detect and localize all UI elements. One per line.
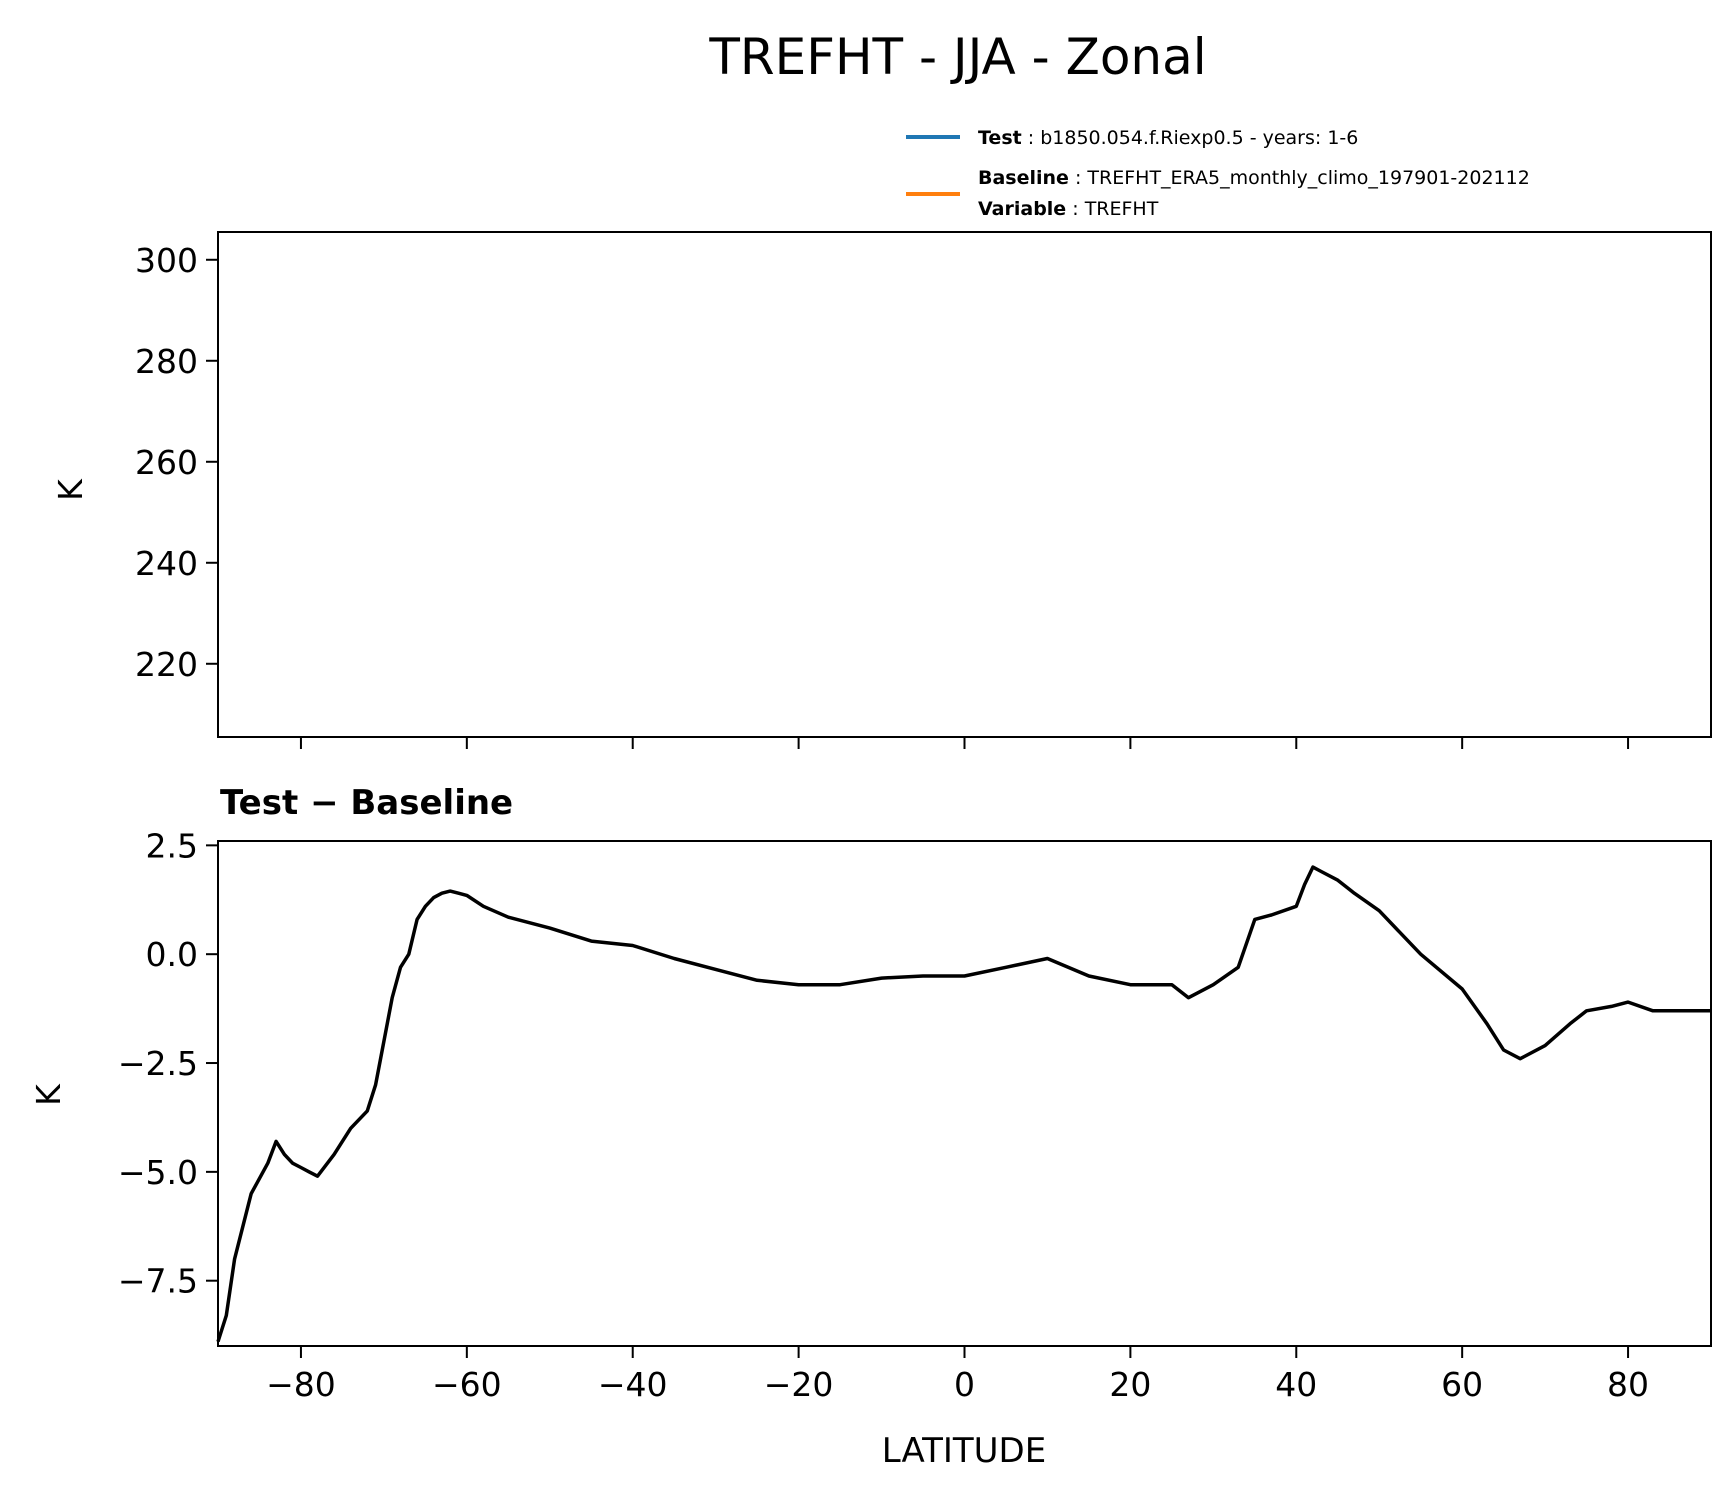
bottom-x-tick-label: −60 [432, 1365, 502, 1404]
bottom-y-tick-label: −5.0 [118, 1153, 198, 1192]
legend-variable-entry: Variable : TREFHT [978, 198, 1159, 220]
bottom-x-tick-label: 20 [1109, 1365, 1151, 1404]
legend-baseline-entry: Baseline : TREFHT_ERA5_monthly_climo_197… [978, 167, 1530, 189]
bottom-y-tick-label: −2.5 [118, 1044, 198, 1083]
legend-baseline-label: Baseline [978, 167, 1069, 189]
top-y-tick-label: 220 [135, 645, 198, 684]
legend-variable-label: Variable [978, 198, 1066, 220]
top-panel: 220 240 260 280 300 K [51, 231, 1712, 749]
bottom-lines [216, 865, 1711, 1343]
legend: Test : b1850.054.f.Riexp0.5 - years: 1-6… [906, 127, 1530, 220]
top-y-tick-label: 240 [135, 544, 198, 583]
legend-variable-value: TREFHT [1084, 198, 1159, 220]
legend-test-value: b1850.054.f.Riexp0.5 - years: 1-6 [1040, 127, 1358, 149]
top-y-label: K [51, 478, 90, 501]
bottom-y-label: K [29, 1083, 68, 1106]
bottom-y-ticks: −7.5 −5.0 −2.5 0.0 2.5 [118, 826, 218, 1301]
top-axes-frame [217, 231, 1712, 738]
x-axis-label: LATITUDE [882, 1431, 1046, 1471]
bottom-x-tick-label: 40 [1275, 1365, 1317, 1404]
bottom-x-tick-label: 0 [954, 1365, 975, 1404]
bottom-y-tick-label: 2.5 [146, 826, 198, 865]
bottom-y-tick-label: 0.0 [146, 935, 198, 974]
bottom-x-tick-label: −40 [598, 1365, 668, 1404]
bottom-axes-frame [217, 840, 1712, 1347]
bottom-panel: Test − Baseline −80 −60 −40 −20 0 20 40 60 80 −7… [29, 783, 1712, 1471]
bottom-panel-title: Test − Baseline [220, 783, 513, 823]
top-y-tick-label: 300 [135, 241, 198, 280]
top-x-ticks [299, 737, 1630, 749]
legend-test-label: Test [978, 127, 1022, 149]
legend-test-entry: Test : b1850.054.f.Riexp0.5 - years: 1-6 [978, 127, 1358, 149]
top-y-tick-label: 280 [135, 342, 198, 381]
bottom-x-tick-label: 80 [1607, 1365, 1649, 1404]
bottom-y-tick-label: −7.5 [118, 1262, 198, 1301]
bottom-x-tick-label: −80 [266, 1365, 336, 1404]
bottom-series-test-baseline [216, 865, 1711, 1343]
top-y-ticks: 220 240 260 280 300 [135, 241, 218, 684]
legend-baseline-value: TREFHT_ERA5_monthly_climo_197901-202112 [1086, 167, 1529, 189]
bottom-x-tick-label: −20 [764, 1365, 834, 1404]
bottom-x-tick-label: 60 [1441, 1365, 1483, 1404]
bottom-x-ticks: −80 −60 −40 −20 0 20 40 60 80 [266, 1346, 1649, 1404]
top-y-tick-label: 260 [135, 443, 198, 482]
figure-title: TREFHT - JJA - Zonal [708, 28, 1206, 86]
